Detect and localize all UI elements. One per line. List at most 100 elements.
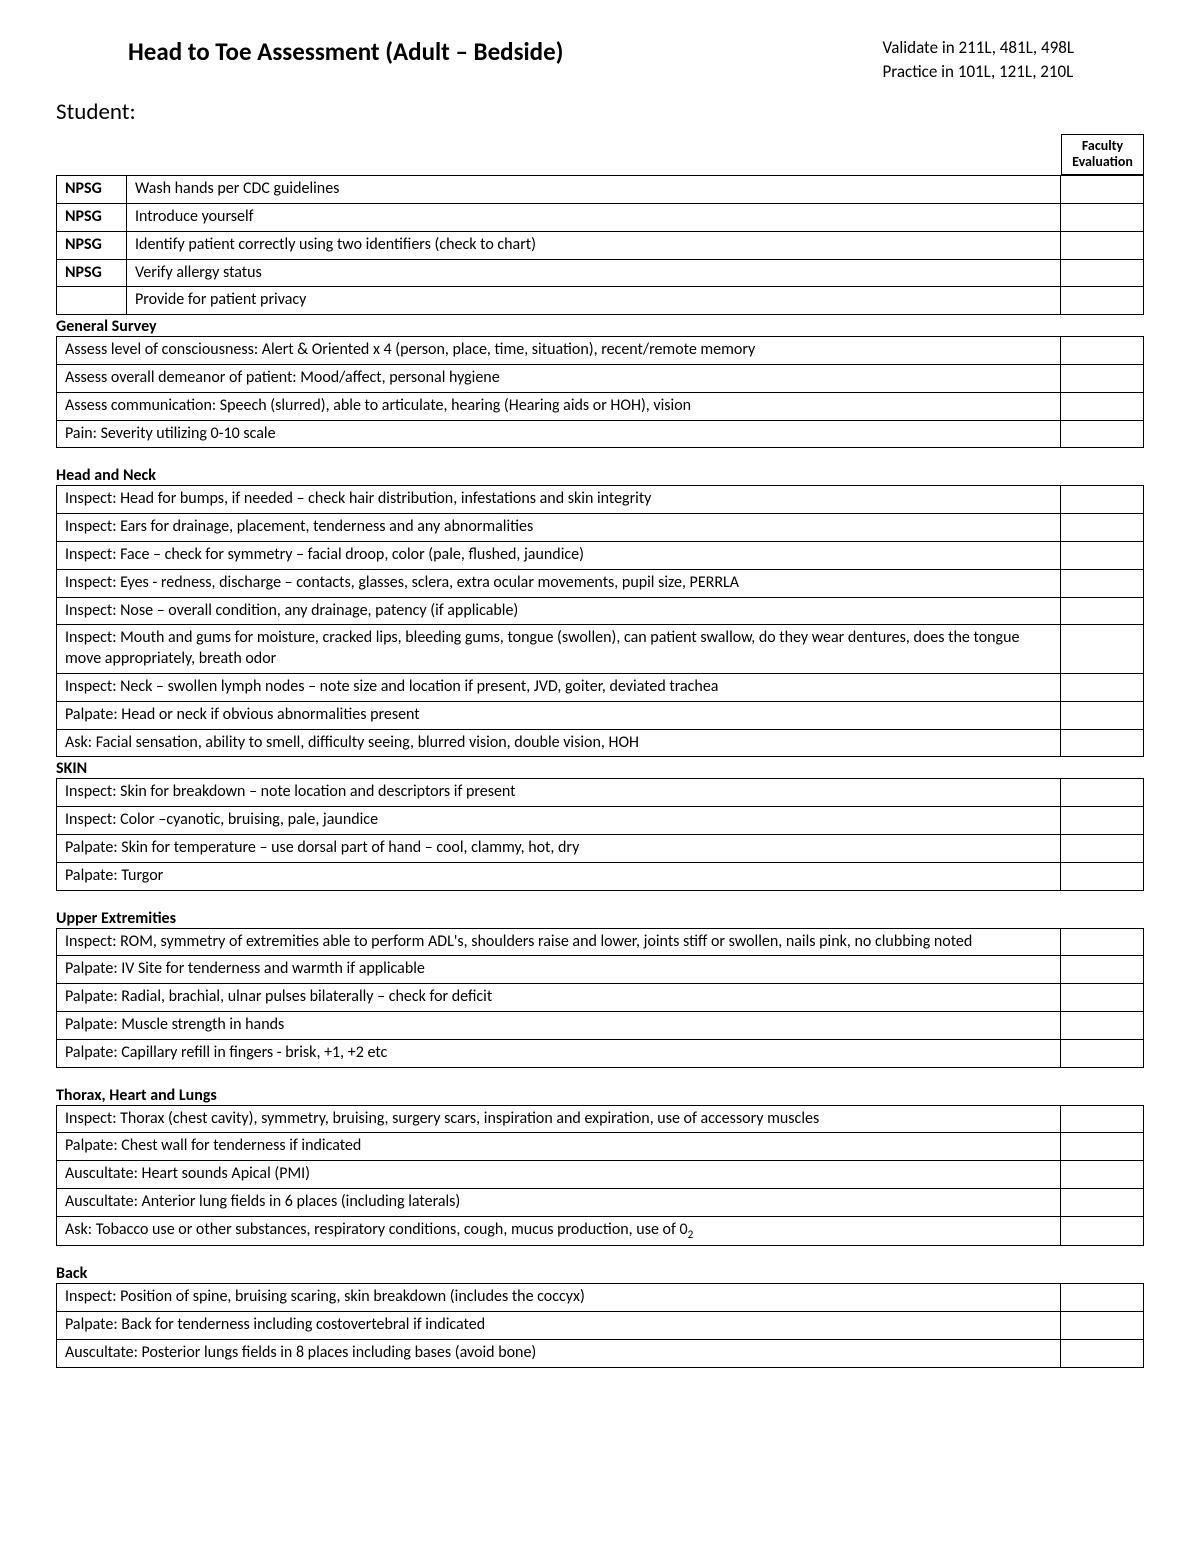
- faculty-eval-cell[interactable]: [1061, 1011, 1144, 1039]
- table-row: Palpate: Radial, brachial, ulnar pulses …: [57, 984, 1144, 1012]
- faculty-eval-cell[interactable]: [1061, 1284, 1144, 1312]
- assessment-item-cell: Palpate: Capillary refill in fingers - b…: [57, 1039, 1061, 1067]
- assessment-table: Inspect: ROM, symmetry of extremities ab…: [56, 928, 1144, 1068]
- assessment-table: Inspect: Position of spine, bruising sca…: [56, 1283, 1144, 1367]
- assessment-item-cell: Palpate: Back for tenderness including c…: [57, 1312, 1061, 1340]
- assessment-item-cell: Inspect: Face – check for symmetry – fac…: [57, 541, 1061, 569]
- assessment-item-cell: Auscultate: Heart sounds Apical (PMI): [57, 1161, 1061, 1189]
- table-row: Auscultate: Posterior lungs fields in 8 …: [57, 1340, 1144, 1368]
- faculty-eval-cell[interactable]: [1061, 807, 1144, 835]
- assessment-item-cell: Introduce yourself: [127, 203, 1061, 231]
- assessment-item-cell: Palpate: Radial, brachial, ulnar pulses …: [57, 984, 1061, 1012]
- table-row: Inspect: Eyes - redness, discharge – con…: [57, 569, 1144, 597]
- faculty-eval-cell[interactable]: [1061, 779, 1144, 807]
- table-row: Inspect: Ears for drainage, placement, t…: [57, 514, 1144, 542]
- table-row: Palpate: Chest wall for tenderness if in…: [57, 1133, 1144, 1161]
- npsg-table: NPSGWash hands per CDC guidelines NPSGIn…: [56, 175, 1144, 315]
- faculty-eval-cell[interactable]: [1061, 625, 1144, 674]
- assessment-item-cell: Provide for patient privacy: [127, 287, 1061, 315]
- assessment-item-cell: Palpate: Muscle strength in hands: [57, 1011, 1061, 1039]
- section-header: SKIN: [56, 759, 1144, 778]
- table-row: Inspect: Thorax (chest cavity), symmetry…: [57, 1105, 1144, 1133]
- faculty-eval-cell[interactable]: [1061, 541, 1144, 569]
- assessment-item-cell: Palpate: Chest wall for tenderness if in…: [57, 1133, 1061, 1161]
- table-row: Inspect: Color –cyanotic, bruising, pale…: [57, 807, 1144, 835]
- faculty-eval-cell[interactable]: [1061, 1312, 1144, 1340]
- faculty-eval-cell[interactable]: [1061, 834, 1144, 862]
- table-row: Palpate: Back for tenderness including c…: [57, 1312, 1144, 1340]
- faculty-eval-cell[interactable]: [1061, 420, 1144, 448]
- npsg-label-cell: NPSG: [57, 203, 127, 231]
- table-row: NPSGWash hands per CDC guidelines: [57, 176, 1144, 204]
- table-row: Palpate: Capillary refill in fingers - b…: [57, 1039, 1144, 1067]
- faculty-eval-cell[interactable]: [1061, 176, 1144, 204]
- table-row: Assess communication: Speech (slurred), …: [57, 392, 1144, 420]
- assessment-item-cell: Auscultate: Anterior lung fields in 6 pl…: [57, 1188, 1061, 1216]
- faculty-eval-cell[interactable]: [1061, 231, 1144, 259]
- faculty-eval-cell[interactable]: [1061, 203, 1144, 231]
- faculty-eval-cell[interactable]: [1061, 392, 1144, 420]
- assessment-item-cell: Identify patient correctly using two ide…: [127, 231, 1061, 259]
- practice-line: Practice in 101L, 121L, 210L: [883, 60, 1075, 84]
- assessment-item-cell: Ask: Facial sensation, ability to smell,…: [57, 729, 1061, 757]
- faculty-eval-cell[interactable]: [1061, 1105, 1144, 1133]
- assessment-item-cell: Assess overall demeanor of patient: Mood…: [57, 364, 1061, 392]
- faculty-eval-cell[interactable]: [1061, 984, 1144, 1012]
- faculty-eval-cell[interactable]: [1061, 569, 1144, 597]
- faculty-eval-cell[interactable]: [1061, 673, 1144, 701]
- faculty-eval-cell[interactable]: [1061, 1161, 1144, 1189]
- faculty-eval-cell[interactable]: [1061, 259, 1144, 287]
- section-header: Head and Neck: [56, 466, 1144, 485]
- assessment-item-cell: Palpate: Turgor: [57, 862, 1061, 890]
- faculty-eval-cell[interactable]: [1061, 1216, 1144, 1246]
- assessment-item-cell: Inspect: Position of spine, bruising sca…: [57, 1284, 1061, 1312]
- validate-practice-block: Validate in 211L, 481L, 498L Practice in…: [883, 36, 1075, 84]
- npsg-label-cell: NPSG: [57, 231, 127, 259]
- assessment-item-cell: Inspect: Ears for drainage, placement, t…: [57, 514, 1061, 542]
- table-row: Palpate: Turgor: [57, 862, 1144, 890]
- faculty-eval-cell[interactable]: [1061, 1039, 1144, 1067]
- faculty-eval-cell[interactable]: [1061, 1188, 1144, 1216]
- assessment-item-cell: Palpate: Head or neck if obvious abnorma…: [57, 701, 1061, 729]
- table-row: Inspect: Mouth and gums for moisture, cr…: [57, 625, 1144, 674]
- table-row: Ask: Tobacco use or other substances, re…: [57, 1216, 1144, 1246]
- assessment-item-cell: Assess level of consciousness: Alert & O…: [57, 337, 1061, 365]
- faculty-eval-cell[interactable]: [1061, 956, 1144, 984]
- faculty-eval-cell[interactable]: [1061, 287, 1144, 315]
- assessment-table: Inspect: Head for bumps, if needed – che…: [56, 485, 1144, 757]
- assessment-table: Inspect: Skin for breakdown – note locat…: [56, 778, 1144, 890]
- assessment-item-cell: Inspect: Thorax (chest cavity), symmetry…: [57, 1105, 1061, 1133]
- assessment-item-cell: Auscultate: Posterior lungs fields in 8 …: [57, 1340, 1061, 1368]
- faculty-eval-cell[interactable]: [1061, 364, 1144, 392]
- table-row: Inspect: Neck – swollen lymph nodes – no…: [57, 673, 1144, 701]
- npsg-label-cell: NPSG: [57, 176, 127, 204]
- npsg-label-cell: NPSG: [57, 259, 127, 287]
- assessment-table: Inspect: Thorax (chest cavity), symmetry…: [56, 1105, 1144, 1247]
- table-row: Inspect: Head for bumps, if needed – che…: [57, 486, 1144, 514]
- assessment-item-cell: Inspect: Color –cyanotic, bruising, pale…: [57, 807, 1061, 835]
- faculty-eval-cell[interactable]: [1061, 337, 1144, 365]
- faculty-eval-cell[interactable]: [1061, 862, 1144, 890]
- table-row: Provide for patient privacy: [57, 287, 1144, 315]
- table-row: NPSGVerify allergy status: [57, 259, 1144, 287]
- assessment-item-cell: Inspect: Eyes - redness, discharge – con…: [57, 569, 1061, 597]
- table-row: Inspect: Position of spine, bruising sca…: [57, 1284, 1144, 1312]
- table-row: NPSGIntroduce yourself: [57, 203, 1144, 231]
- faculty-eval-cell[interactable]: [1061, 729, 1144, 757]
- student-label: Student:: [56, 98, 1144, 126]
- table-row: Inspect: Skin for breakdown – note locat…: [57, 779, 1144, 807]
- faculty-eval-cell[interactable]: [1061, 486, 1144, 514]
- assessment-item-cell: Verify allergy status: [127, 259, 1061, 287]
- faculty-eval-cell[interactable]: [1061, 514, 1144, 542]
- faculty-eval-cell[interactable]: [1061, 701, 1144, 729]
- section-header: Upper Extremities: [56, 909, 1144, 928]
- faculty-eval-cell[interactable]: [1061, 928, 1144, 956]
- validate-line: Validate in 211L, 481L, 498L: [883, 36, 1075, 60]
- faculty-eval-wrapper: Faculty Evaluation: [56, 134, 1144, 176]
- faculty-eval-cell[interactable]: [1061, 1340, 1144, 1368]
- faculty-eval-cell[interactable]: [1061, 597, 1144, 625]
- assessment-item-cell: Palpate: Skin for temperature – use dors…: [57, 834, 1061, 862]
- table-row: Palpate: IV Site for tenderness and warm…: [57, 956, 1144, 984]
- assessment-item-cell: Inspect: Head for bumps, if needed – che…: [57, 486, 1061, 514]
- faculty-eval-cell[interactable]: [1061, 1133, 1144, 1161]
